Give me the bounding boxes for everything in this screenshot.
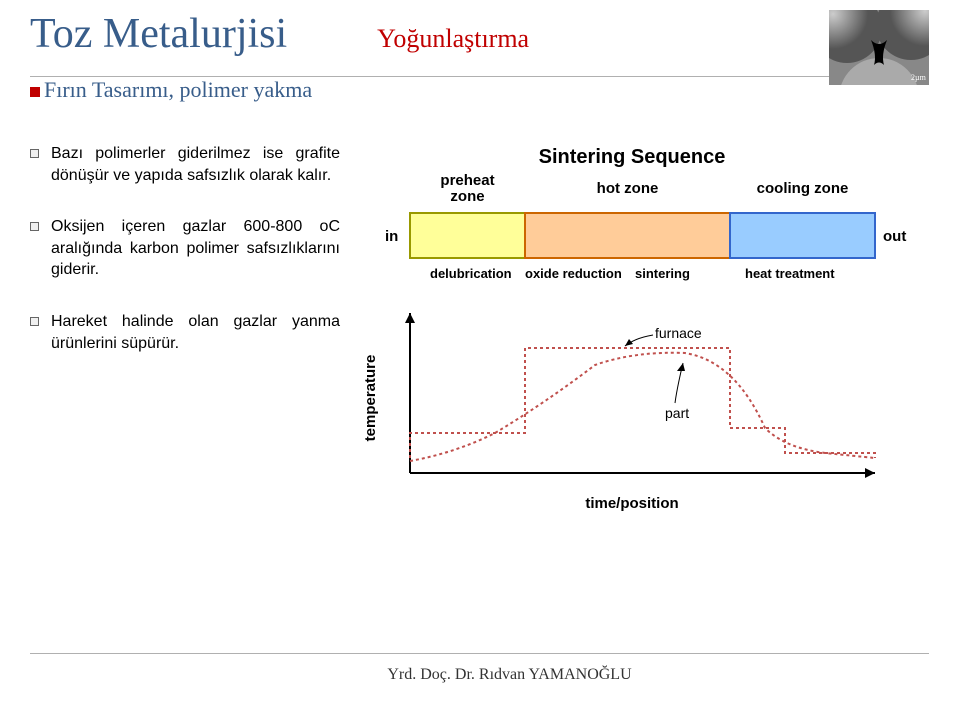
svg-text:sintering: sintering <box>635 266 690 281</box>
list-item: Oksijen içeren gazlar 600-800 oC aralığı… <box>30 216 340 281</box>
svg-text:zone: zone <box>450 188 484 205</box>
sintering-diagram: Sintering Sequence preheat zone hot zone… <box>355 143 910 523</box>
list-item: Bazı polimerler giderilmez ise grafite d… <box>30 143 340 186</box>
hollow-square-icon <box>30 317 39 326</box>
y-axis-label: temperature <box>362 355 379 442</box>
part-label: part <box>665 405 689 421</box>
footer-author: Yrd. Doç. Dr. Rıdvan YAMANOĞLU <box>30 666 959 684</box>
svg-text:preheat: preheat <box>440 172 494 189</box>
section-title-text: Fırın Tasarımı, polimer yakma <box>44 77 312 102</box>
svg-text:delubrication: delubrication <box>430 266 512 281</box>
page-subtitle: Yoğunlaştırma <box>377 24 529 54</box>
bullet-text: Hareket halinde olan gazlar yanma ürünle… <box>51 311 340 354</box>
svg-text:heat treatment: heat treatment <box>745 266 835 281</box>
x-axis-label: time/position <box>585 495 678 512</box>
diagram-title: Sintering Sequence <box>539 146 726 168</box>
furnace-curve <box>410 348 875 458</box>
svg-text:oxide reduction: oxide reduction <box>525 266 622 281</box>
thumb-scale-label: 2µm <box>911 73 927 82</box>
out-label: out <box>883 228 906 245</box>
hollow-square-icon <box>30 222 39 231</box>
bullet-list: Bazı polimerler giderilmez ise grafite d… <box>30 143 340 528</box>
section-heading: Fırın Tasarımı, polimer yakma <box>30 77 929 103</box>
svg-text:cooling zone: cooling zone <box>757 180 849 197</box>
in-label: in <box>385 228 398 245</box>
svg-text:hot zone: hot zone <box>597 180 659 197</box>
part-curve <box>410 353 875 461</box>
bullet-text: Bazı polimerler giderilmez ise grafite d… <box>51 143 340 186</box>
bullet-square-icon <box>30 87 40 97</box>
bullet-text: Oksijen içeren gazlar 600-800 oC aralığı… <box>51 216 340 281</box>
page-title: Toz Metalurjisi <box>30 10 287 58</box>
footer-divider <box>30 653 929 654</box>
hollow-square-icon <box>30 149 39 158</box>
sem-thumbnail: 2µm <box>829 10 929 85</box>
furnace-label: furnace <box>655 325 702 341</box>
list-item: Hareket halinde olan gazlar yanma ürünle… <box>30 311 340 354</box>
